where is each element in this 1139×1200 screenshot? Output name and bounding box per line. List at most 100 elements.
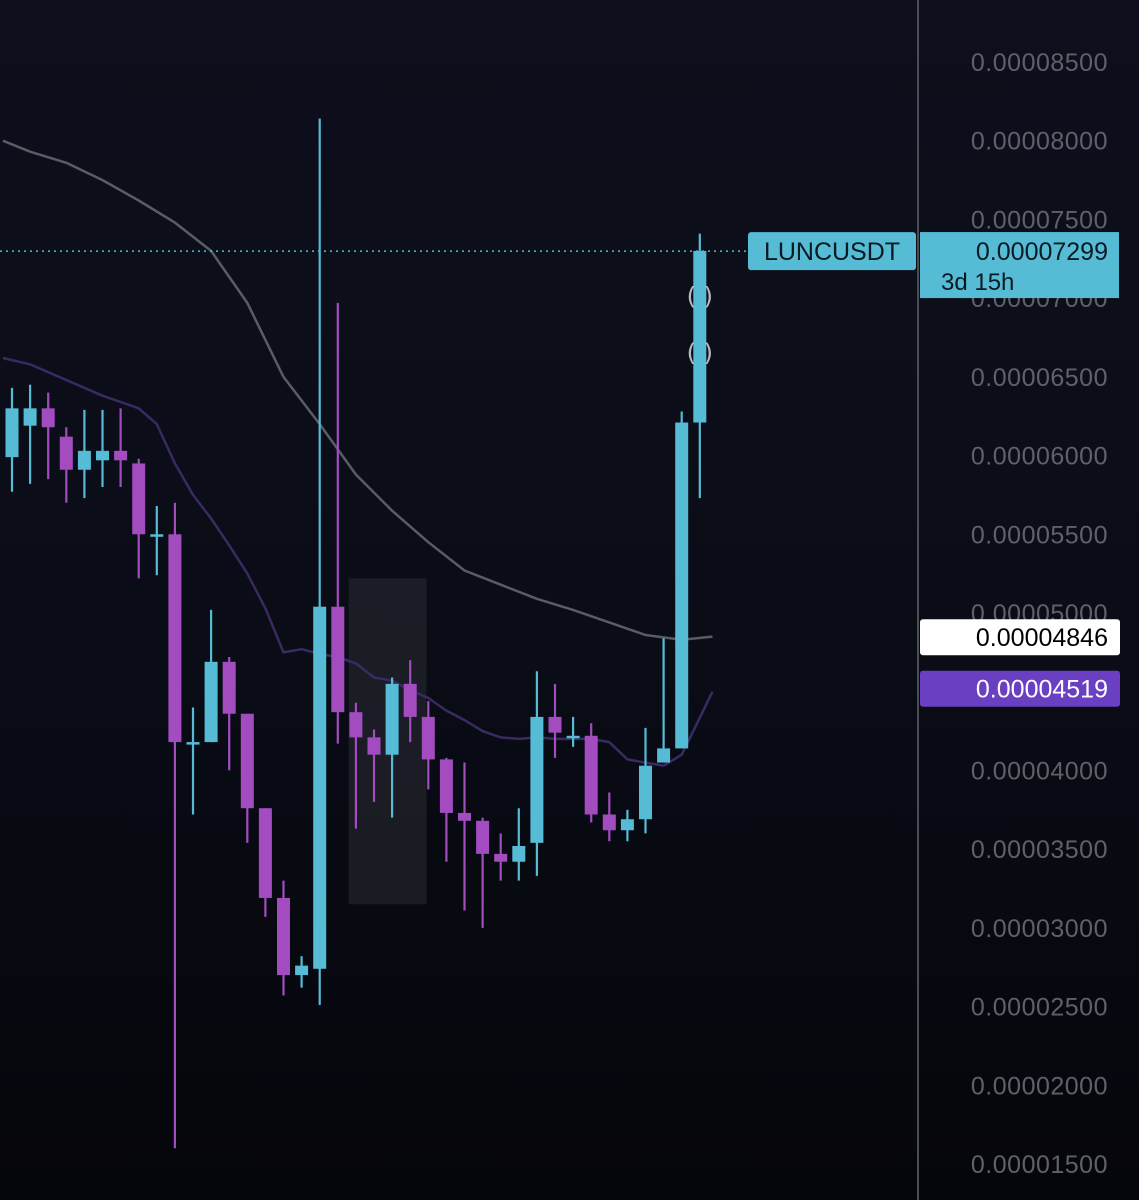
candle-body [548,716,562,733]
candle[interactable] [675,411,689,749]
price-axis-tick: 0.00002500 [971,994,1108,1022]
last-price-tag: LUNCUSDT 0.00007299 3d 15h [748,232,1119,299]
candle[interactable] [114,408,128,488]
price-axis-tick: 0.00008500 [971,49,1108,77]
candle[interactable] [59,427,73,503]
countdown-label: 3d 15h [941,269,1014,296]
candle[interactable] [548,683,562,758]
candle-body [96,450,109,461]
indicator-tag-value: 0.00004846 [976,624,1108,652]
price-tags: LUNCUSDT 0.00007299 3d 15h 0.00004846 0.0000… [748,232,1120,707]
candle[interactable] [439,757,453,862]
candle[interactable] [295,956,309,988]
candle[interactable] [204,609,218,743]
candle-body [439,759,453,813]
candle-body [693,250,707,423]
price-axis-tick: 0.00006000 [971,443,1108,471]
price-axis-tick: 0.00006500 [971,364,1108,392]
price-axis-tick: 0.00002000 [971,1072,1108,1100]
candle-body [584,735,598,815]
candle-body [675,422,689,749]
candle-body [5,408,19,458]
candle-body [204,661,218,743]
candle-body [494,853,508,862]
candle[interactable] [258,808,272,917]
candle[interactable] [5,387,19,492]
candle[interactable] [385,677,399,818]
candle[interactable] [132,458,146,579]
candle[interactable] [168,502,182,1149]
candle-body [367,737,381,755]
candle[interactable] [403,660,417,743]
candle[interactable] [566,716,580,747]
last-price-value: 0.00007299 [976,238,1108,266]
price-axis-tick: 0.00007500 [971,206,1108,234]
candle-body [566,735,580,739]
candle-body [258,808,272,898]
candle[interactable] [657,638,671,763]
candle[interactable] [494,833,508,881]
candle-body [277,897,290,976]
candle[interactable] [313,118,327,1005]
price-axis-tick: 0.00003500 [971,836,1108,864]
candle-body [639,765,652,820]
candle-body [41,408,55,428]
candle-body [295,965,309,976]
candle-body [385,683,399,755]
indicator-tag-bg [920,670,1120,707]
price-axis: 0.000085000.000080000.000075000.00007000… [971,49,1108,1179]
indicator-tag-bg [920,619,1120,656]
candle[interactable] [602,792,616,842]
indicator-tag-value: 0.00004519 [976,676,1108,704]
candle[interactable] [277,880,290,996]
candle[interactable] [150,505,164,576]
candle[interactable] [349,702,363,829]
candle[interactable] [240,713,254,843]
candle-body [458,812,471,821]
candle[interactable] [41,392,55,480]
price-axis-tick: 0.00008000 [971,128,1108,156]
candle[interactable] [584,723,598,823]
candle-body [313,606,327,969]
candle[interactable] [77,409,91,499]
candle[interactable] [476,817,490,928]
price-axis-tick: 0.00005500 [971,521,1108,549]
candle[interactable] [186,707,200,815]
candle[interactable] [367,729,381,802]
candle-body [77,450,91,470]
candle-body [602,814,616,831]
ma-slow-line [2,139,713,642]
price-axis-tick: 0.00004000 [971,757,1108,785]
bar-marker-icon: ( ) [687,283,713,311]
candle[interactable] [331,302,345,744]
candles [5,118,707,1149]
indicator-price-tag: 0.00004519 [920,670,1120,707]
candle-body [168,534,182,743]
candle-body [512,845,526,862]
candle-body [403,683,417,717]
candle[interactable] [693,233,707,499]
candle[interactable] [458,762,471,911]
symbol-label: LUNCUSDT [764,238,900,266]
bar-markers: ( ) ( ) [687,283,713,368]
candle-body [114,450,128,461]
candle[interactable] [620,809,634,842]
candle[interactable] [222,657,236,771]
candle-body [530,716,544,843]
last-price-bg [920,232,1119,299]
indicator-price-tag: 0.00004846 [920,619,1120,656]
candle[interactable] [512,808,526,881]
candle[interactable] [639,727,652,834]
candle-body [59,436,73,470]
candle-body [150,534,164,537]
candle[interactable] [96,409,109,488]
price-axis-tick: 0.00003000 [971,915,1108,943]
candle[interactable] [530,671,544,876]
candle[interactable] [23,384,37,484]
candle[interactable] [421,701,435,790]
candle-body [476,820,490,854]
symbol-tag-bg [748,232,916,271]
candle-body [421,716,435,760]
candle-body [620,819,634,831]
